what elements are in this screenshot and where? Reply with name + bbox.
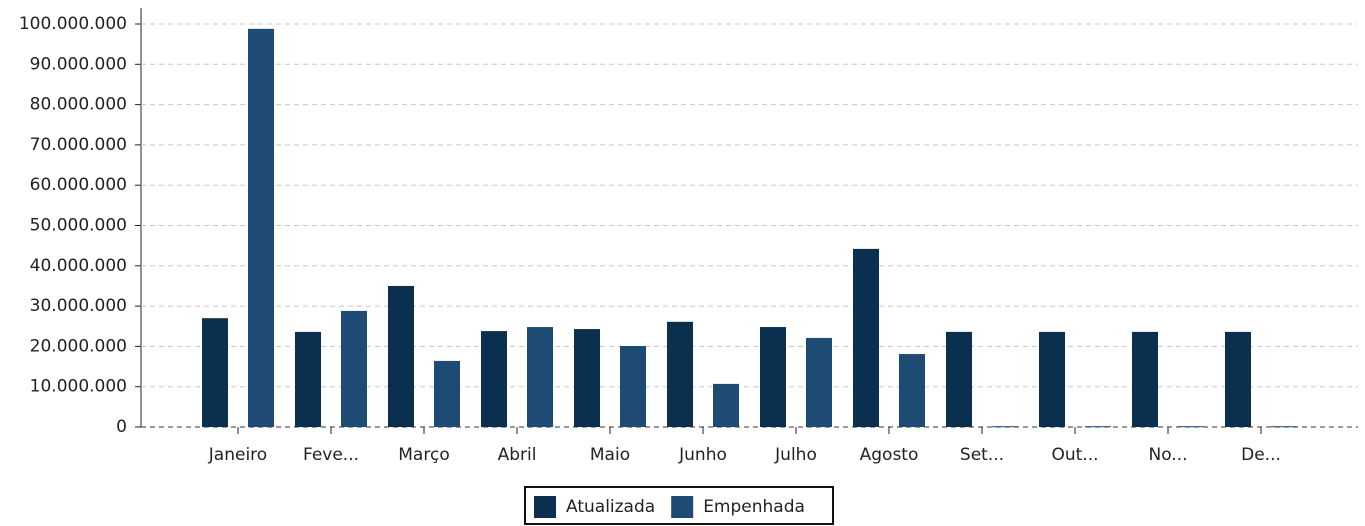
y-tick-label: 80.000.000 (30, 95, 127, 115)
y-tick-label: 70.000.000 (30, 135, 127, 155)
x-tick-label: Out... (1051, 445, 1098, 465)
y-tick-label: 90.000.000 (30, 54, 127, 74)
y-tick-label: 30.000.000 (30, 296, 127, 316)
bar (295, 331, 321, 427)
bar (806, 337, 832, 427)
bar (853, 248, 879, 427)
legend-swatch (534, 496, 556, 518)
x-tick-label: Agosto (860, 445, 919, 465)
x-tick-label: Feve... (303, 445, 359, 465)
x-tick-label: Junho (678, 445, 727, 465)
bar (1039, 331, 1065, 427)
bar (1225, 331, 1251, 427)
bar (1132, 331, 1158, 427)
bar (481, 331, 507, 427)
bar (434, 360, 460, 427)
bar (620, 345, 646, 427)
x-tick-label: No... (1148, 445, 1187, 465)
y-tick-label: 0 (116, 417, 127, 437)
x-tick-label: Maio (590, 445, 630, 465)
bar (574, 329, 600, 427)
x-tick-label: Abril (498, 445, 537, 465)
bar (202, 318, 228, 427)
x-tick-label: Julho (774, 445, 817, 465)
y-tick-label: 40.000.000 (30, 256, 127, 276)
x-tick-label: Janeiro (208, 445, 267, 465)
bar (667, 321, 693, 427)
x-tick-label: De... (1241, 445, 1281, 465)
y-tick-label: 10.000.000 (30, 377, 127, 397)
y-tick-label: 50.000.000 (30, 216, 127, 236)
bar (760, 327, 786, 427)
bar (527, 327, 553, 427)
bar (1085, 426, 1111, 428)
y-tick-label: 60.000.000 (30, 175, 127, 195)
bar (899, 354, 925, 427)
bar (1271, 426, 1297, 428)
y-tick-label: 100.000.000 (19, 14, 127, 34)
bar (946, 331, 972, 427)
legend-label: Empenhada (703, 497, 805, 517)
bar (341, 310, 367, 427)
bar (713, 383, 739, 427)
x-tick-label: Março (398, 445, 449, 465)
legend-label: Atualizada (566, 497, 655, 517)
bar (388, 285, 414, 427)
y-tick-label: 20.000.000 (30, 336, 127, 356)
bar (1178, 426, 1204, 428)
bar (992, 426, 1018, 428)
legend-swatch (671, 496, 694, 518)
x-tick-label: Set... (960, 445, 1004, 465)
bar (248, 28, 274, 428)
